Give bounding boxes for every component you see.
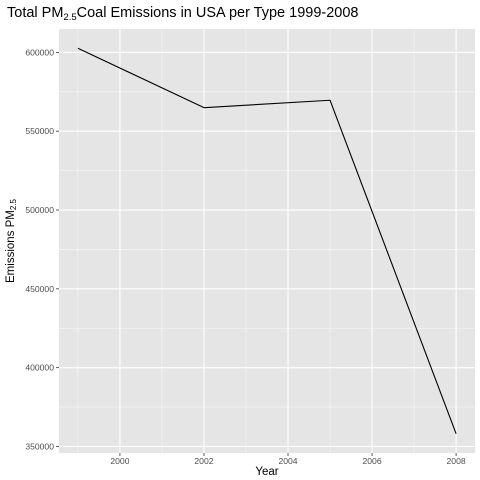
x-tick-label: 2002: [194, 456, 213, 466]
chart-title-subscript: 2.5: [63, 12, 76, 23]
y-tick-label: 350000: [25, 441, 54, 451]
y-tick-label: 550000: [25, 126, 54, 136]
x-tick-label: 2008: [447, 456, 466, 466]
major-gridlines: [59, 29, 475, 453]
y-tick-label: 450000: [25, 284, 54, 294]
y-tick-label: 400000: [25, 363, 54, 373]
chart-title: Total PM2.5Coal Emissions in USA per Typ…: [7, 5, 358, 23]
x-tick-label: 2004: [278, 456, 297, 466]
y-axis-title: Emissions PM2.5: [5, 198, 18, 283]
chart-title-prefix: Total PM: [7, 5, 63, 21]
x-axis-title: Year: [255, 466, 278, 478]
series-layer: [77, 47, 457, 434]
y-axis-title-subscript: 2.5: [9, 198, 18, 210]
x-axis: 2000 2002 2004 2006 2008: [110, 453, 466, 466]
plot-panel: [59, 29, 475, 453]
y-axis: 350000 400000 450000 500000 550000 600000: [25, 47, 59, 451]
y-tick-label: 500000: [25, 205, 54, 215]
x-tick-label: 2006: [362, 456, 381, 466]
x-tick-label: 2000: [110, 456, 129, 466]
y-axis-title-prefix: Emissions PM: [5, 210, 17, 283]
chart-title-suffix: Coal Emissions in USA per Type 1999-2008: [77, 5, 359, 21]
minor-gridlines: [59, 29, 475, 453]
y-tick-label: 600000: [25, 47, 54, 57]
series-line: [77, 47, 457, 434]
